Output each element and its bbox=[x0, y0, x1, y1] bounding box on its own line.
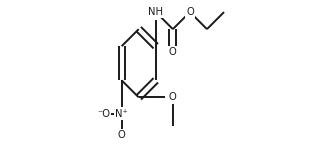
Text: O: O bbox=[186, 7, 194, 17]
Text: O: O bbox=[169, 92, 177, 102]
Text: NH: NH bbox=[148, 7, 163, 17]
Text: N⁺: N⁺ bbox=[115, 109, 128, 119]
Text: O: O bbox=[118, 130, 126, 140]
Text: O: O bbox=[169, 47, 177, 57]
Text: ⁻O: ⁻O bbox=[97, 109, 111, 119]
